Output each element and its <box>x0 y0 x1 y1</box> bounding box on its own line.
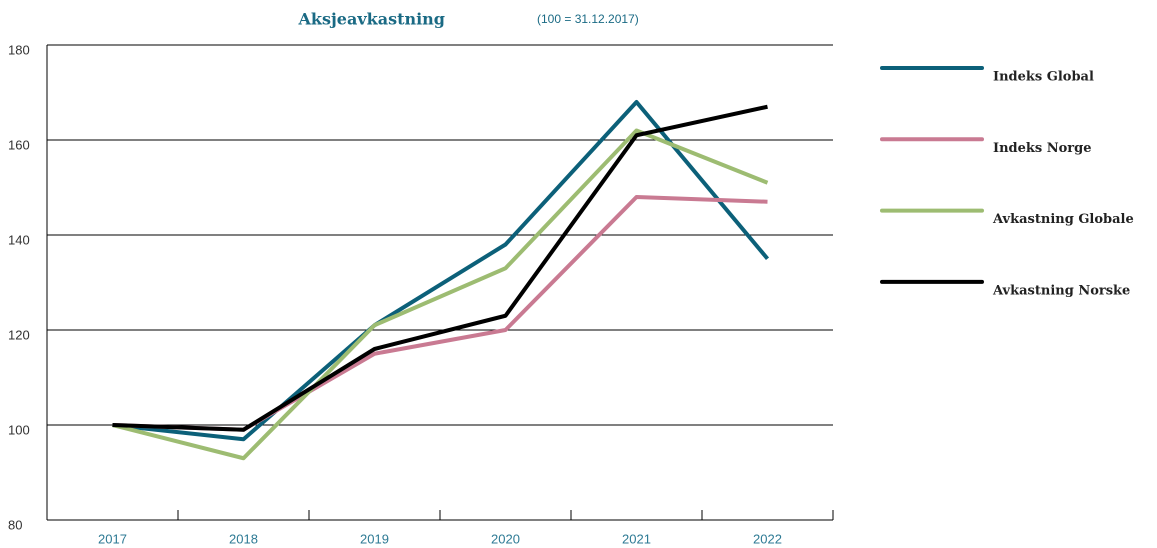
x-tick-label: 2022 <box>753 531 782 546</box>
series-line <box>112 104 768 432</box>
chart-subtitle: (100 = 31.12.2017) <box>537 12 639 26</box>
y-tick-label: 100 <box>8 422 30 437</box>
series-line <box>112 100 770 442</box>
y-tick-label: 140 <box>8 232 30 247</box>
x-tick-label: 2017 <box>98 531 127 546</box>
legend-label: Indeks Norge <box>993 141 1092 156</box>
legend-label: Avkastning Norske <box>992 283 1130 298</box>
series-line <box>112 195 768 432</box>
x-tick-label: 2019 <box>360 531 389 546</box>
y-tick-label: 160 <box>8 137 30 152</box>
x-tick-label: 2021 <box>622 531 651 546</box>
x-tick-label: 2018 <box>229 531 258 546</box>
chart-title: Aksjeavkastning <box>297 10 445 29</box>
y-tick-label: 180 <box>8 42 30 57</box>
y-tick-label: 80 <box>8 517 22 532</box>
legend-label: Indeks Global <box>993 70 1094 85</box>
legend-label: Avkastning Globale <box>992 212 1134 227</box>
series-line <box>112 128 769 461</box>
x-tick-label: 2020 <box>491 531 520 546</box>
y-tick-label: 120 <box>8 327 30 342</box>
